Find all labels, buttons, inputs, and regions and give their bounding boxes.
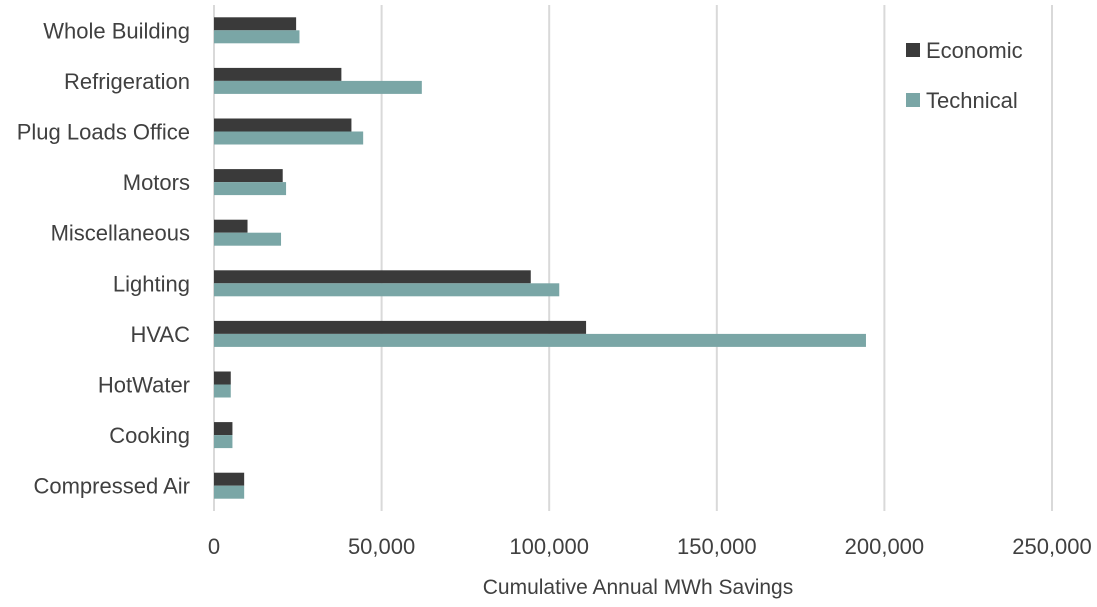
category-label: HVAC <box>131 322 191 347</box>
category-label: Whole Building <box>43 18 190 43</box>
category-label: Refrigeration <box>64 69 190 94</box>
bar-economic-hotwater <box>214 371 231 385</box>
bar-technical-whole-building <box>214 30 300 44</box>
x-tick-label: 200,000 <box>845 534 925 559</box>
category-labels: Whole Building Refrigeration Plug Loads Of… <box>17 18 190 498</box>
bar-technical-hvac <box>214 333 866 347</box>
bar-economic-whole-building <box>214 17 297 31</box>
x-axis-title: Cumulative Annual MWh Savings <box>483 576 793 599</box>
bar-economic-hvac <box>214 320 587 334</box>
bar-technical-lighting <box>214 283 560 297</box>
bars <box>214 17 866 499</box>
x-tick-label: 0 <box>208 534 220 559</box>
category-label: Cooking <box>109 423 190 448</box>
x-tick-label: 100,000 <box>509 534 589 559</box>
category-label: Lighting <box>113 271 190 296</box>
bar-economic-compressed-air <box>214 472 245 486</box>
category-label: Miscellaneous <box>51 221 190 246</box>
bar-economic-motors <box>214 169 283 183</box>
bar-economic-refrigeration <box>214 67 342 81</box>
x-tick-label: 50,000 <box>348 534 415 559</box>
bar-economic-cooking <box>214 422 233 436</box>
bar-technical-miscellaneous <box>214 232 282 246</box>
bar-technical-cooking <box>214 435 233 449</box>
bar-technical-plug-loads-office <box>214 131 364 145</box>
bar-technical-hotwater <box>214 384 231 398</box>
category-label: Compressed Air <box>33 474 190 499</box>
legend: Economic Technical <box>906 38 1023 113</box>
x-tick-label: 150,000 <box>677 534 757 559</box>
category-label: Motors <box>123 170 190 195</box>
x-tick-label: 250,000 <box>1012 534 1092 559</box>
bar-technical-compressed-air <box>214 485 245 499</box>
category-label: Plug Loads Office <box>17 120 190 145</box>
legend-swatch-economic <box>906 43 920 57</box>
legend-label-economic: Economic <box>926 38 1023 63</box>
category-label: HotWater <box>98 373 190 398</box>
bar-economic-miscellaneous <box>214 219 248 233</box>
legend-label-technical: Technical <box>926 88 1018 113</box>
legend-swatch-technical <box>906 93 920 107</box>
bar-technical-motors <box>214 182 287 196</box>
bar-economic-plug-loads-office <box>214 118 352 132</box>
bar-technical-refrigeration <box>214 80 422 94</box>
x-tick-labels: 0 50,000 100,000 150,000 200,000 250,000 <box>208 534 1092 559</box>
bar-economic-lighting <box>214 270 531 284</box>
